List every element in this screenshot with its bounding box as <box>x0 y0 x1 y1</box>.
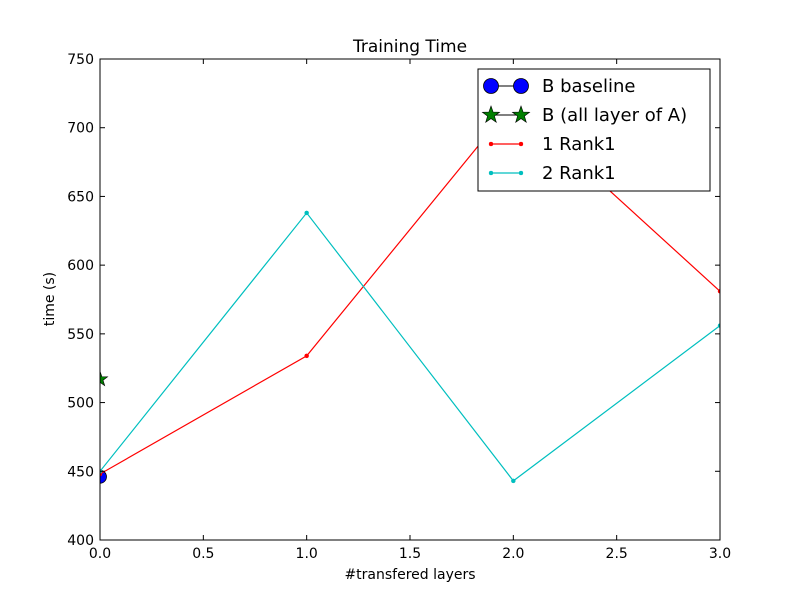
x-tick-label: 2.0 <box>502 546 524 562</box>
x-tick-label: 1.0 <box>296 546 318 562</box>
legend-label: B baseline <box>542 76 635 97</box>
legend-marker <box>518 141 524 147</box>
x-tick-label: 3.0 <box>709 546 731 562</box>
y-tick-label: 550 <box>67 327 94 343</box>
x-tick-label: 0.5 <box>192 546 214 562</box>
y-tick-label: 500 <box>67 396 94 412</box>
legend-marker <box>513 78 529 94</box>
data-point <box>100 370 109 387</box>
legend-entry: 2 Rank1 <box>488 163 616 184</box>
series-2 <box>100 370 109 387</box>
y-tick-label: 400 <box>67 533 94 549</box>
y-tick-label: 450 <box>67 464 94 480</box>
legend-marker <box>511 105 531 124</box>
y-tick-label: 650 <box>67 189 94 205</box>
data-point <box>304 210 309 216</box>
x-tick-label: 0.0 <box>89 546 111 562</box>
legend-marker <box>481 105 501 124</box>
y-tick-label: 600 <box>67 258 94 274</box>
legend-marker <box>488 170 494 176</box>
data-point <box>511 478 516 484</box>
data-point <box>304 353 309 359</box>
legend-entry: B baseline <box>483 76 635 97</box>
y-axis-label: time (s) <box>42 272 58 326</box>
series-line <box>100 102 720 475</box>
legend-entry: 1 Rank1 <box>488 134 616 155</box>
y-tick-label: 750 <box>67 52 94 68</box>
legend-label: 1 Rank1 <box>542 134 616 155</box>
x-axis-label: #transfered layers <box>344 567 475 583</box>
x-tick-label: 1.5 <box>399 546 421 562</box>
ticks-layer: 0.0 0.5 1.0 1.5 2.0 2.5 3.0 400 450 500 550 600 650 7… <box>67 52 731 562</box>
legend-marker <box>488 141 494 147</box>
x-tick-label: 2.5 <box>606 546 628 562</box>
legend-entry: B (all layer of A) <box>481 105 687 126</box>
series-line <box>100 211 720 482</box>
legend-label: B (all layer of A) <box>542 105 687 126</box>
legend-marker <box>518 170 524 176</box>
series-4 <box>100 210 720 484</box>
legend-label: 2 Rank1 <box>542 163 616 184</box>
legend-marker <box>483 78 499 94</box>
chart-title: Training Time <box>352 37 467 57</box>
y-tick-label: 700 <box>67 121 94 137</box>
legend: B baseline B (all layer of A) 1 Rank1 2 Ran… <box>477 68 711 192</box>
